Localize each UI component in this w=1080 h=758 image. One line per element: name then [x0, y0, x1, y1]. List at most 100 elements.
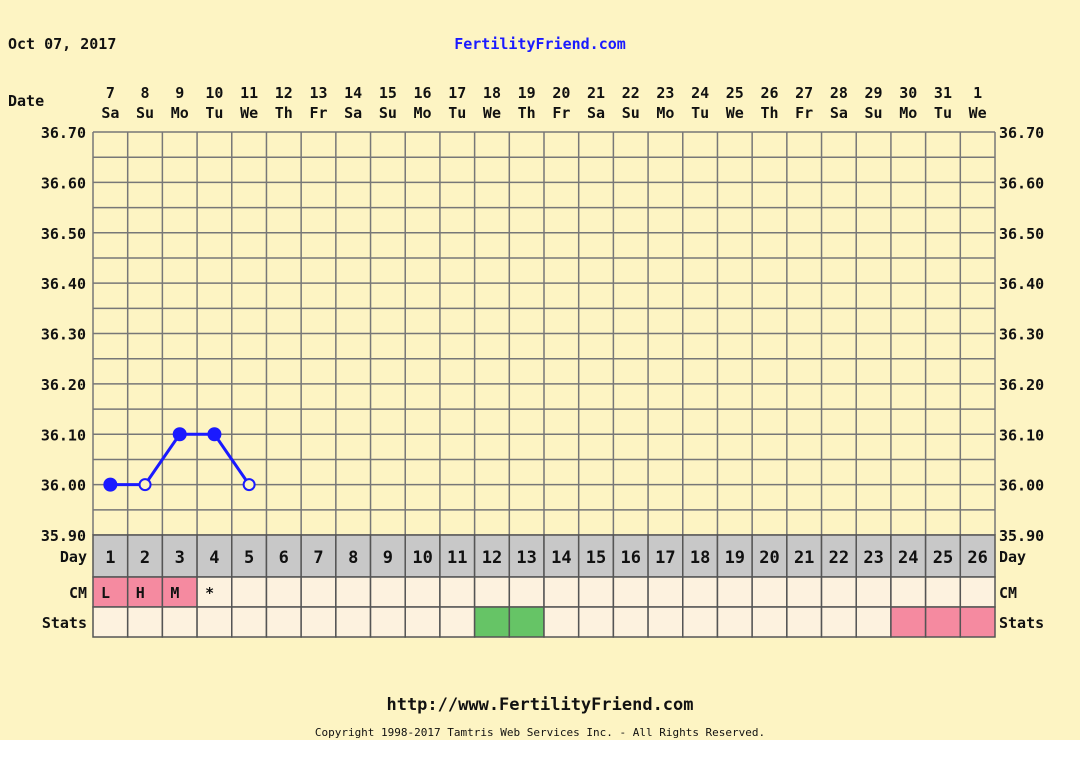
cm-cell	[439, 576, 476, 608]
weekday-label: Fr	[552, 104, 570, 122]
cm-cell	[855, 576, 892, 608]
weekday-label: Th	[518, 104, 536, 122]
day-number: 23	[863, 548, 883, 568]
cm-cell	[126, 576, 164, 608]
temperature-point	[207, 427, 222, 442]
stats-cell	[231, 606, 268, 638]
date-label: 9	[175, 84, 184, 102]
y-tick-label: 35.90	[41, 527, 86, 545]
footer-url[interactable]: http://www.FertilityFriend.com	[386, 695, 693, 715]
date-label: 17	[448, 84, 466, 102]
day-number: 8	[348, 548, 358, 568]
date-label: 13	[309, 84, 327, 102]
cm-cell	[543, 576, 580, 608]
day-number: 9	[383, 548, 393, 568]
weekday-label: Sa	[830, 104, 848, 122]
date-label: 15	[379, 84, 397, 102]
date-label: 12	[275, 84, 293, 102]
day-cell	[543, 534, 580, 578]
date-label: 16	[414, 84, 432, 102]
weekday-label: Tu	[934, 104, 952, 122]
cm-cell	[786, 576, 823, 608]
site-title[interactable]: FertilityFriend.com	[454, 35, 626, 53]
stats-cell	[890, 606, 927, 638]
day-number: 21	[794, 548, 814, 568]
weekday-label: Mo	[171, 104, 189, 122]
stats-cell	[577, 606, 615, 638]
stats-cell	[959, 606, 996, 638]
date-label: 22	[622, 84, 640, 102]
y-tick-label: 36.40	[41, 275, 86, 293]
cm-cell	[161, 576, 198, 608]
y-tick-label-right: 36.00	[999, 477, 1044, 495]
cm-cell	[335, 576, 372, 608]
day-number: 20	[759, 548, 779, 568]
y-tick-label: 36.10	[41, 426, 86, 444]
cm-cell	[682, 576, 719, 608]
date-label: 10	[205, 84, 223, 102]
y-tick-label-right: 35.90	[999, 527, 1044, 545]
y-tick-label: 36.00	[41, 477, 86, 495]
cm-cell	[196, 576, 233, 608]
cm-cell	[924, 576, 962, 608]
stats-cell	[335, 606, 372, 638]
weekday-label: We	[483, 104, 501, 122]
y-tick-label-right: 36.30	[999, 326, 1044, 344]
cm-row-label-right: CM	[999, 584, 1017, 602]
y-tick-label-right: 36.20	[999, 376, 1044, 394]
stats-cell	[161, 606, 198, 638]
date-label: 21	[587, 84, 605, 102]
date-label: 23	[656, 84, 674, 102]
footer-copyright: Copyright 1998-2017 Tamtris Web Services…	[315, 726, 765, 739]
weekday-label: Mo	[414, 104, 432, 122]
day-number: 19	[725, 548, 745, 568]
cm-value: L	[101, 584, 110, 602]
day-row-label: Day	[60, 548, 87, 566]
stats-cell	[716, 606, 753, 638]
date-label: 11	[240, 84, 258, 102]
weekday-label: We	[240, 104, 258, 122]
day-number: 6	[279, 548, 289, 568]
y-tick-label-right: 36.50	[999, 225, 1044, 243]
date-label: 7	[106, 84, 115, 102]
day-number: 17	[655, 548, 675, 568]
stats-cell	[612, 606, 649, 638]
date-label: 8	[141, 84, 150, 102]
stats-cell	[820, 606, 857, 638]
weekday-label: Tu	[205, 104, 223, 122]
y-tick-label-right: 36.40	[999, 275, 1044, 293]
day-number: 18	[690, 548, 710, 568]
stats-cell	[300, 606, 337, 638]
weekday-label: Th	[760, 104, 778, 122]
date-label: 30	[899, 84, 917, 102]
day-number: 24	[898, 548, 918, 568]
day-number: 10	[412, 548, 432, 568]
cm-cell	[92, 576, 129, 608]
weekday-label: Mo	[656, 104, 674, 122]
cm-cell	[473, 576, 511, 608]
stats-cell	[647, 606, 684, 638]
stats-cell	[682, 606, 719, 638]
cm-row-label: CM	[69, 584, 87, 602]
weekday-label: Fr	[795, 104, 813, 122]
temperature-point	[103, 477, 118, 492]
date-label: 18	[483, 84, 501, 102]
date-label: 20	[552, 84, 570, 102]
day-number: 11	[447, 548, 467, 568]
date-label: 31	[934, 84, 952, 102]
stats-cell	[855, 606, 892, 638]
cm-cell	[716, 576, 753, 608]
weekday-label: Th	[275, 104, 293, 122]
day-cell	[855, 534, 892, 578]
stats-cell	[196, 606, 233, 638]
day-cell	[612, 534, 649, 578]
cm-cell	[231, 576, 268, 608]
day-cell	[231, 534, 268, 578]
stats-cell	[924, 606, 962, 638]
stats-cell	[473, 606, 511, 638]
day-cell	[682, 534, 719, 578]
day-number: 7	[313, 548, 323, 568]
day-number: 5	[244, 548, 254, 568]
y-tick-label: 36.60	[41, 174, 86, 192]
